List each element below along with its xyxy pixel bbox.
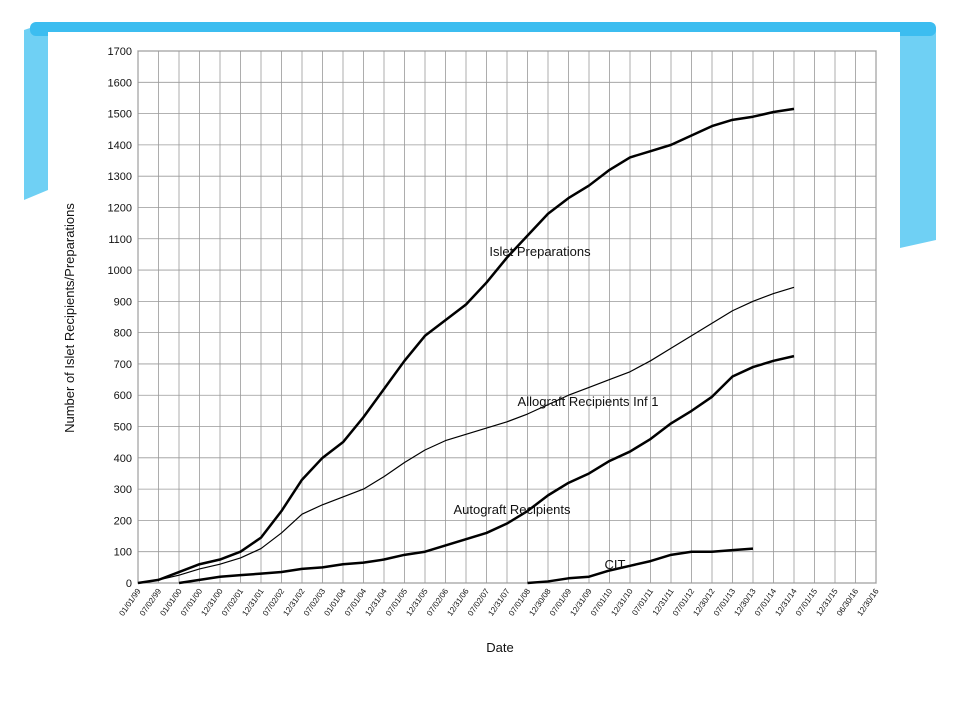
y-tick-label: 1200 xyxy=(108,202,132,214)
y-tick-label: 1500 xyxy=(108,109,132,121)
y-tick-label: 1700 xyxy=(108,46,132,58)
series-line xyxy=(178,354,795,585)
y-tick-label: 200 xyxy=(114,515,132,527)
y-tick-label: 400 xyxy=(114,453,132,465)
y-tick-label: 1300 xyxy=(108,171,132,183)
series-label: Autograft Recipients xyxy=(453,502,571,517)
y-tick-label: 900 xyxy=(114,296,132,308)
series-line xyxy=(137,107,795,585)
y-tick-label: 800 xyxy=(114,328,132,340)
y-tick-label: 1000 xyxy=(108,265,132,277)
y-tick-label: 100 xyxy=(114,547,132,559)
y-tick-label: 500 xyxy=(114,422,132,434)
series-line xyxy=(137,286,795,584)
y-tick-label: 0 xyxy=(126,578,132,590)
y-tick-label: 300 xyxy=(114,484,132,496)
left-decoration xyxy=(24,22,48,200)
y-tick-label: 600 xyxy=(114,390,132,402)
y-tick-label: 1400 xyxy=(108,140,132,152)
y-axis-label: Number of Islet Recipients/Preparations xyxy=(62,203,77,433)
right-decoration xyxy=(900,22,936,248)
y-tick-label: 1100 xyxy=(108,234,132,246)
chart: 0 100 200 300 400 500 600 700 800 900 1000 1100 1200… xyxy=(108,46,881,618)
series-label: Islet Preparations xyxy=(489,244,591,259)
y-tick-label: 1600 xyxy=(108,77,132,89)
series-line xyxy=(527,547,754,585)
y-tick-label: 700 xyxy=(114,359,132,371)
series-label: CIT xyxy=(605,557,626,572)
series-label: Allograft Recipients Inf 1 xyxy=(518,394,659,409)
x-axis-label: Date xyxy=(486,640,513,655)
